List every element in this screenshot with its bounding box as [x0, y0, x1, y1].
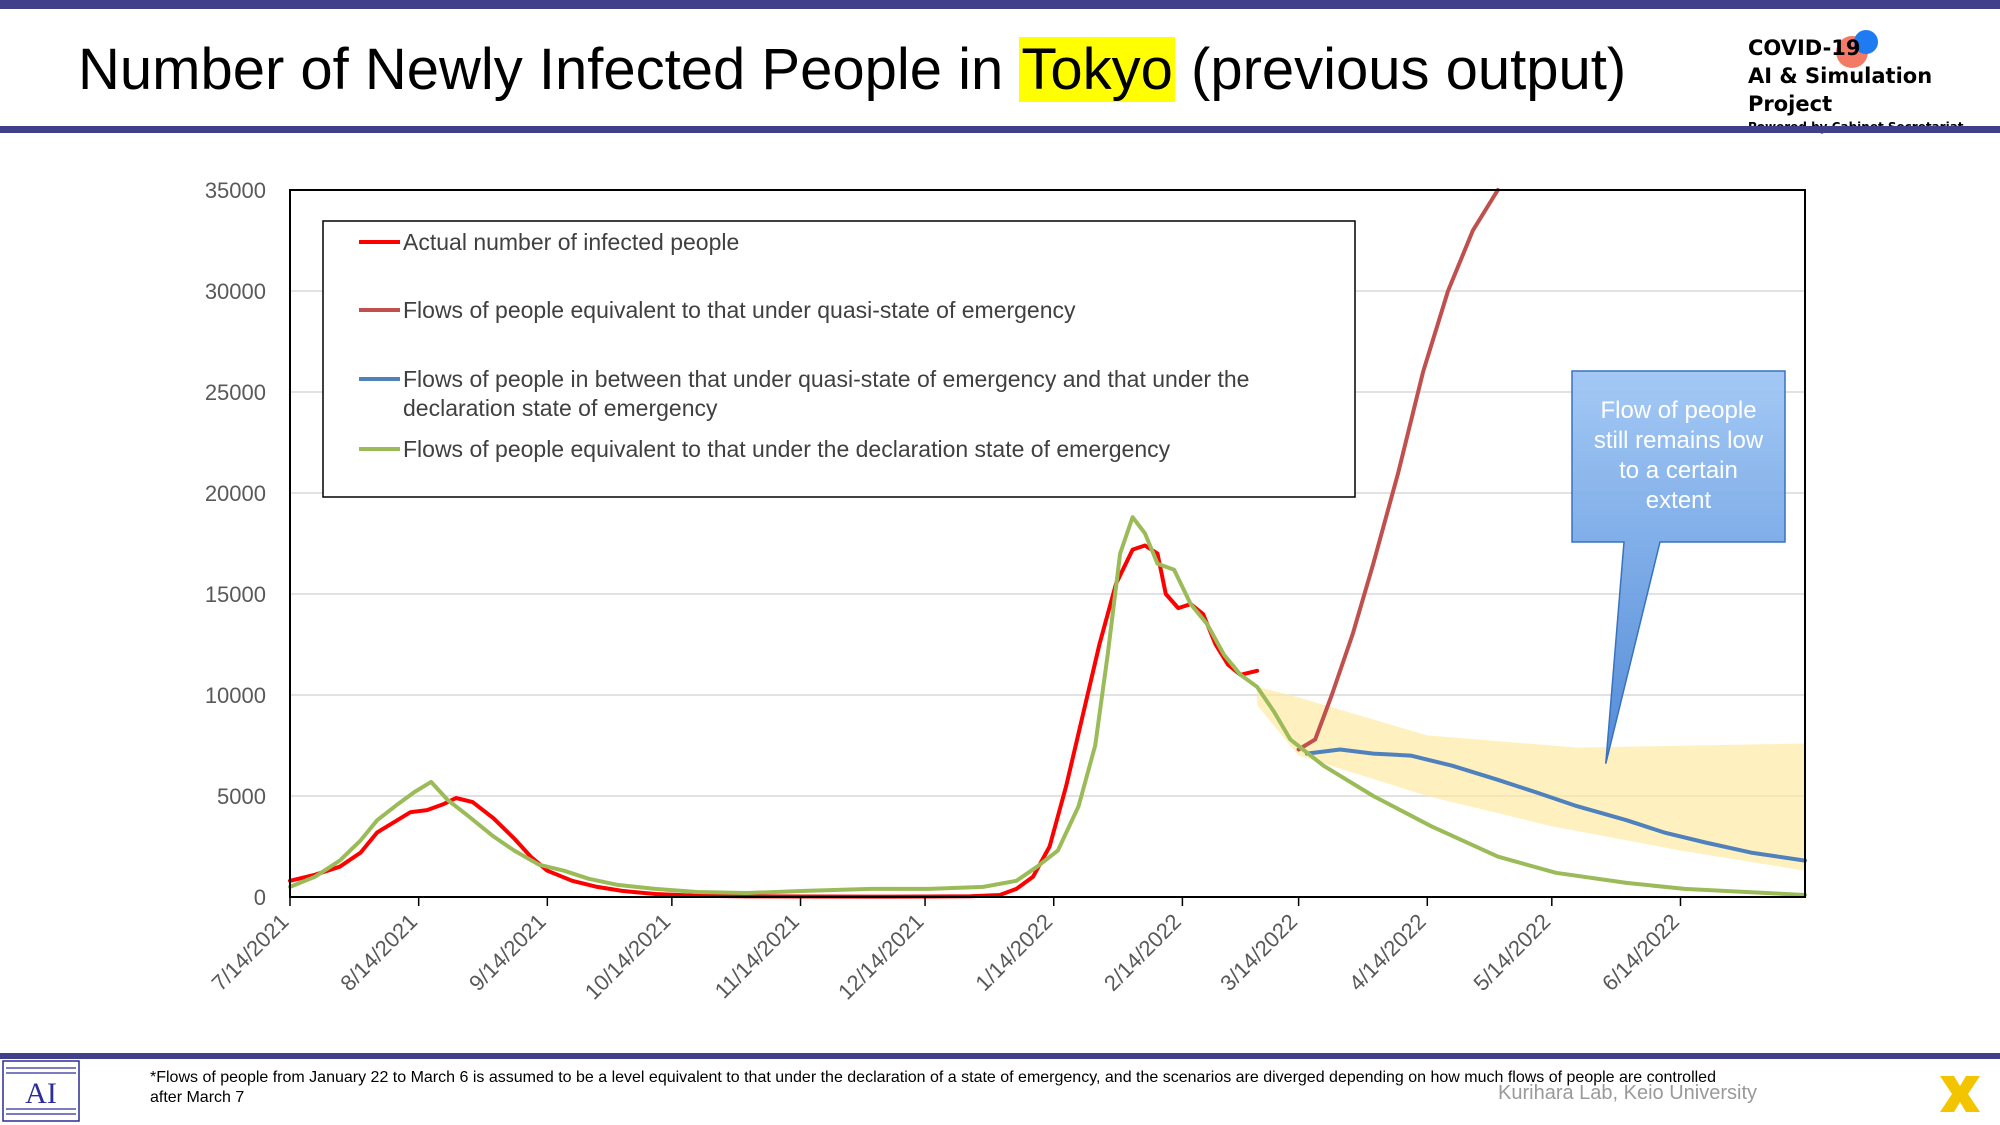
series-line-2 — [1296, 188, 1500, 752]
footer-divider — [0, 1053, 2000, 1059]
legend-label-4: Flows of people equivalent to that under… — [403, 436, 1171, 462]
y-tick-label: 25000 — [205, 380, 266, 405]
legend-box — [322, 220, 1356, 498]
top-accent-bar — [0, 0, 2000, 9]
kurihara-lab-logo-icon: AI — [2, 1060, 80, 1122]
y-tick-label: 15000 — [205, 582, 266, 607]
svg-text:AI: AI — [25, 1077, 57, 1110]
logo-title: COVID-19 — [1748, 36, 1861, 60]
y-tick-label: 20000 — [205, 481, 266, 506]
y-tick-label: 10000 — [205, 683, 266, 708]
x-tick-label: 2/14/2022 — [1099, 909, 1186, 996]
series-line-1 — [288, 543, 1260, 899]
x-tick-label: 5/14/2022 — [1468, 909, 1555, 996]
y-tick-label: 5000 — [217, 784, 266, 809]
y-tick-label: 35000 — [205, 178, 266, 203]
legend-label-2: Flows of people equivalent to that under… — [403, 297, 1076, 323]
series-line-4 — [288, 515, 1807, 897]
callout-text: Flow of people still remains low to a cert… — [1594, 397, 1764, 514]
legend-label-1: Actual number of infected people — [403, 229, 739, 255]
x-mark-icon — [1940, 1076, 1980, 1112]
plot-area-frame — [289, 189, 1806, 898]
series-line-3 — [1304, 747, 1807, 863]
callout-box — [1571, 370, 1786, 764]
y-tick-label: 0 — [254, 885, 266, 910]
x-tick-label: 11/14/2021 — [710, 909, 804, 1003]
x-tick-label: 10/14/2021 — [580, 909, 676, 1005]
x-tick-label: 4/14/2022 — [1344, 909, 1431, 996]
x-tick-label: 8/14/2021 — [335, 909, 422, 996]
footnote: *Flows of people from January 22 to Marc… — [150, 1069, 1716, 1106]
x-tick-label: 3/14/2022 — [1215, 909, 1302, 996]
title-lead: Number of Newly Infected People in — [78, 37, 1020, 102]
title-divider — [0, 126, 2000, 133]
project-logo: COVID-19 AI & Simulation Project Powered… — [1748, 34, 2000, 136]
covid-project-logo-icon — [1836, 30, 1878, 68]
x-tick-label: 9/14/2021 — [464, 909, 551, 996]
logo-subtitle: AI & Simulation Project — [1748, 64, 1933, 116]
infection-chart: 0 5000 10000 15000 20000 25000 30000 35000 7/14/… — [205, 178, 1807, 1005]
x-tick-label: 1/14/2022 — [970, 909, 1057, 996]
legend-label-3: Flows of people in between that under qu… — [403, 366, 1249, 421]
projection-band — [1257, 686, 1805, 871]
x-tick-label: 6/14/2022 — [1597, 909, 1684, 996]
credit-text: Kurihara Lab, Keio University — [1498, 1082, 1758, 1104]
x-tick-label: 12/14/2021 — [833, 909, 929, 1005]
x-tick-label: 7/14/2021 — [207, 909, 294, 996]
y-tick-label: 30000 — [205, 279, 266, 304]
page-title: Number of Newly Infected People in Tokyo… — [78, 34, 1626, 106]
title-highlight: Tokyo — [1019, 37, 1175, 102]
title-tail: (previous output) — [1174, 37, 1627, 102]
